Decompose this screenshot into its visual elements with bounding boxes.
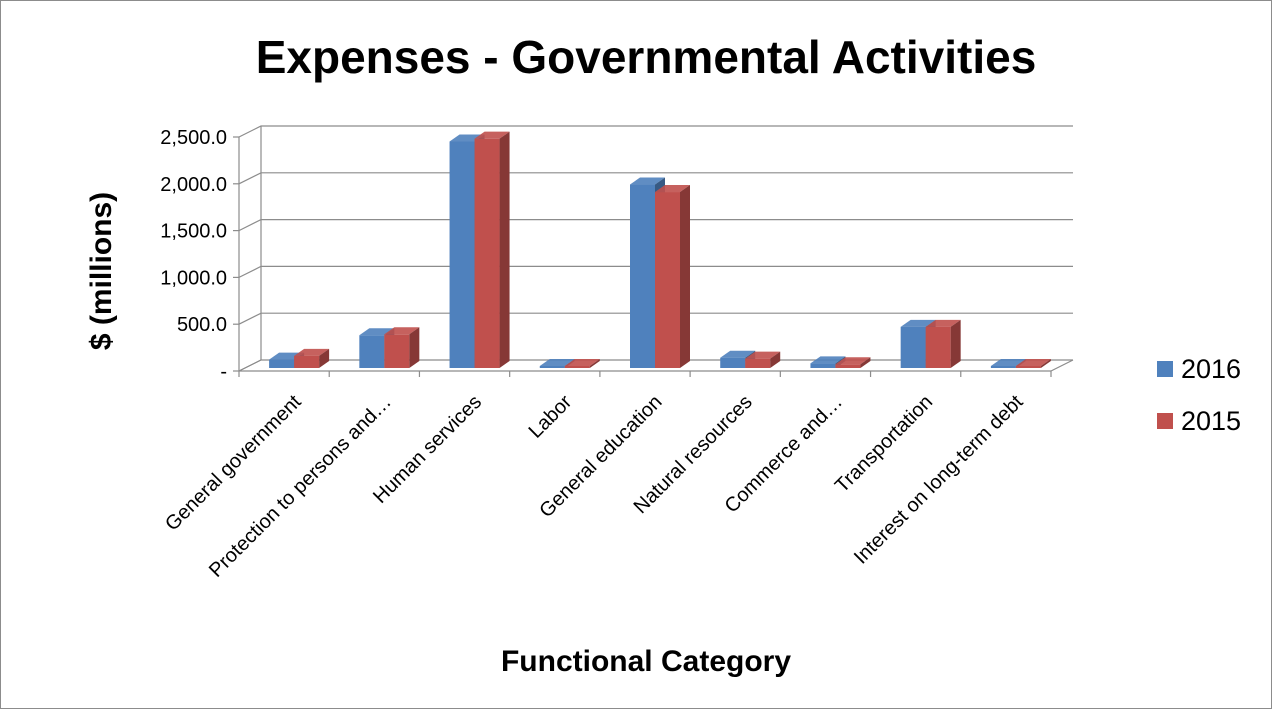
bar-top bbox=[539, 359, 575, 366]
legend-swatch-2016 bbox=[1157, 361, 1173, 377]
bar-top bbox=[1015, 359, 1051, 366]
bar-front bbox=[269, 359, 295, 368]
y-tick-label: 500.0 bbox=[177, 314, 227, 336]
bar-top bbox=[384, 327, 420, 335]
bar-top bbox=[655, 185, 690, 193]
bar-front bbox=[1015, 366, 1041, 368]
gridline bbox=[238, 359, 1073, 372]
bar-2015-2 bbox=[474, 131, 510, 368]
y-tick-label: - bbox=[220, 361, 227, 383]
bar-top bbox=[474, 131, 510, 139]
y-axis-title: $ (millions) bbox=[85, 192, 118, 350]
bar-front bbox=[745, 358, 771, 368]
gridline bbox=[238, 265, 1073, 278]
bar-front bbox=[835, 364, 861, 368]
bar-side bbox=[1040, 359, 1051, 368]
bar-side bbox=[499, 131, 510, 368]
bar-front bbox=[564, 366, 590, 368]
bar-2015-1 bbox=[384, 327, 420, 368]
legend: 2016 2015 bbox=[1157, 354, 1241, 436]
bar-front bbox=[925, 326, 951, 368]
bar-front bbox=[720, 357, 746, 368]
bar-front bbox=[900, 326, 926, 368]
chart-title: Expenses - Governmental Activities bbox=[256, 31, 1037, 83]
bar-2015-8 bbox=[1015, 359, 1051, 368]
bars bbox=[269, 131, 1051, 368]
gridline bbox=[238, 312, 1073, 325]
bar-top bbox=[630, 177, 665, 185]
bar-side bbox=[860, 357, 871, 368]
bar-top bbox=[810, 356, 846, 364]
y-tick-label: 2,000.0 bbox=[160, 174, 227, 196]
bar-2015-5 bbox=[745, 351, 781, 368]
bar-side bbox=[589, 359, 600, 368]
bar-2015-0 bbox=[294, 348, 330, 368]
legend-label-2016: 2016 bbox=[1181, 354, 1241, 384]
bar-top bbox=[900, 319, 936, 327]
bar-front bbox=[539, 366, 565, 368]
bar-top bbox=[564, 359, 600, 366]
bar-side bbox=[680, 185, 690, 368]
bar-front bbox=[449, 141, 475, 368]
y-tick-labels: - 500.0 1,000.0 1,500.0 2,000.0 2,500.0 bbox=[160, 127, 227, 383]
bar-front bbox=[630, 184, 655, 368]
bar-top bbox=[720, 350, 756, 358]
bar-side bbox=[319, 348, 330, 368]
gridline bbox=[238, 172, 1073, 185]
bar-top bbox=[294, 348, 330, 356]
legend-label-2015: 2015 bbox=[1181, 406, 1241, 436]
x-axis-title: Functional Category bbox=[501, 645, 791, 678]
legend-swatch-2015 bbox=[1157, 413, 1173, 429]
gridline bbox=[238, 125, 1073, 138]
bar-front bbox=[359, 335, 385, 368]
bar-front bbox=[810, 363, 836, 368]
floor-right-edge bbox=[1050, 359, 1074, 372]
bar-2015-4 bbox=[655, 185, 690, 368]
y-tick-label: 1,000.0 bbox=[160, 267, 227, 289]
bar-2015-3 bbox=[564, 359, 600, 368]
bar-2015-7 bbox=[925, 319, 961, 368]
bar-top bbox=[925, 319, 961, 327]
bar-front bbox=[474, 138, 500, 368]
bar-top bbox=[990, 359, 1026, 366]
gridlines bbox=[233, 125, 1074, 377]
gridline bbox=[238, 219, 1073, 232]
bar-front bbox=[655, 192, 680, 368]
bar-2015-6 bbox=[835, 357, 871, 368]
category-label: Interest on long-term debt bbox=[850, 391, 1028, 569]
bar-top bbox=[745, 351, 781, 359]
y-tick-label: 1,500.0 bbox=[160, 221, 227, 243]
category-label: Labor bbox=[525, 391, 577, 443]
y-tick-label: 2,500.0 bbox=[160, 127, 227, 149]
bar-front bbox=[294, 355, 320, 368]
bar-side bbox=[409, 327, 420, 368]
bar-top bbox=[835, 357, 871, 365]
category-label: Protection to persons and… bbox=[205, 391, 396, 582]
bar-side bbox=[950, 319, 961, 368]
bar-front bbox=[990, 366, 1016, 368]
bar-side bbox=[770, 351, 781, 368]
bar-front bbox=[384, 334, 410, 368]
